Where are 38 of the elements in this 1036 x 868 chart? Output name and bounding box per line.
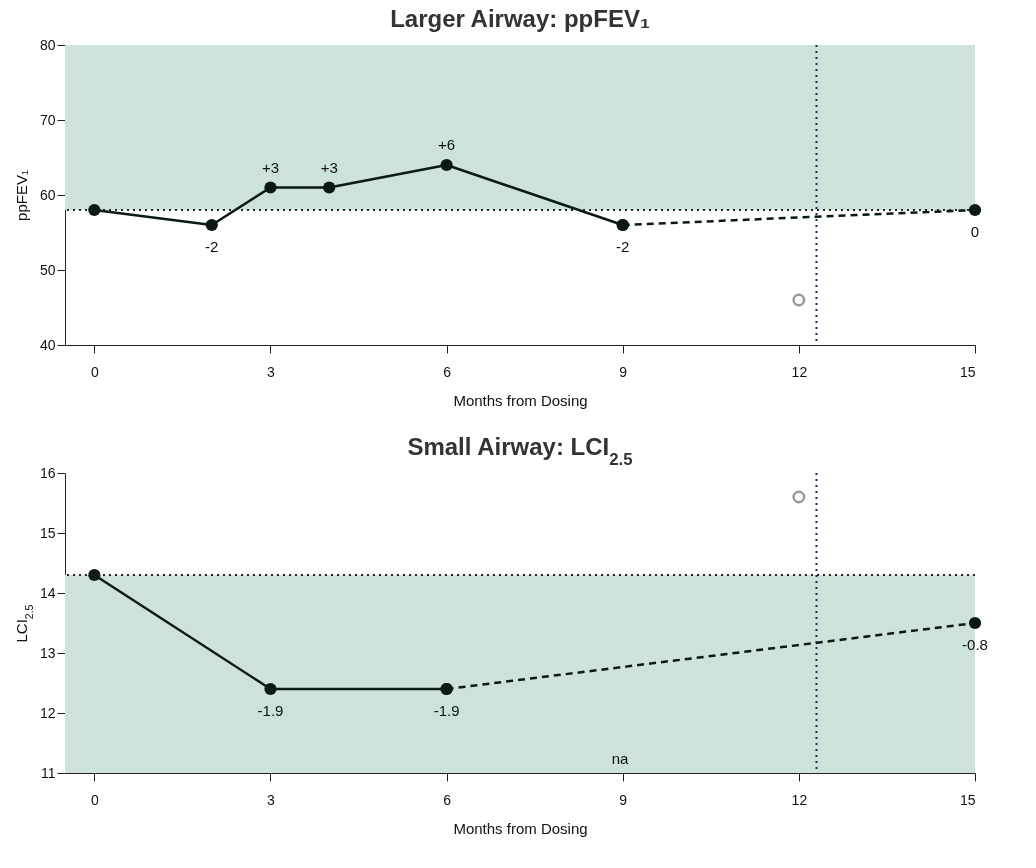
y-tick-label: 15	[39, 524, 56, 541]
annotation: -1.9	[257, 702, 284, 719]
x-tick-label: 12	[791, 791, 808, 808]
annotation: -2	[616, 238, 630, 255]
x-tick-label: 0	[90, 791, 99, 808]
y-tick-label: 16	[39, 464, 56, 481]
y-tick-label: 80	[39, 36, 56, 53]
x-tick-label: 12	[791, 363, 808, 380]
annotation: +3	[261, 158, 280, 176]
y-tick-label: 11	[40, 764, 56, 781]
annotation: +6	[438, 136, 456, 153]
annotation: +3	[320, 158, 338, 176]
chart-title: Larger Airway: ppFEV₁	[390, 5, 650, 32]
x-tick-label: 9	[619, 363, 628, 380]
x-axis-title: Months from Dosing	[453, 391, 588, 409]
y-tick-label: 12	[39, 704, 56, 721]
annotation: 0	[970, 223, 980, 240]
annotation: -1.9	[433, 702, 460, 719]
annotation: -0.8	[962, 636, 988, 653]
x-tick-label: 0	[90, 363, 99, 380]
x-tick-label: 6	[443, 791, 452, 808]
y-tick-label: 14	[39, 584, 56, 601]
annotation: na	[611, 750, 630, 767]
x-tick-label: 6	[443, 363, 452, 380]
y-axis-title: ppFEV₁	[12, 170, 30, 221]
annotation: -2	[205, 238, 219, 255]
x-tick-label: 3	[267, 363, 276, 380]
y-tick-label: 40	[39, 336, 56, 353]
y-tick-label: 50	[39, 261, 56, 278]
y-tick-label: 70	[39, 111, 56, 128]
x-tick-label: 9	[619, 791, 628, 808]
x-axis-title: Months from Dosing	[453, 819, 588, 837]
chart-title: Small Airway: LCI$_{2.5}$	[407, 433, 633, 469]
x-tick-label: 15	[959, 363, 976, 380]
x-tick-label: 3	[267, 791, 276, 808]
y-tick-label: 13	[39, 644, 56, 661]
y-tick-label: 60	[39, 186, 56, 203]
x-tick-label: 15	[959, 791, 976, 808]
